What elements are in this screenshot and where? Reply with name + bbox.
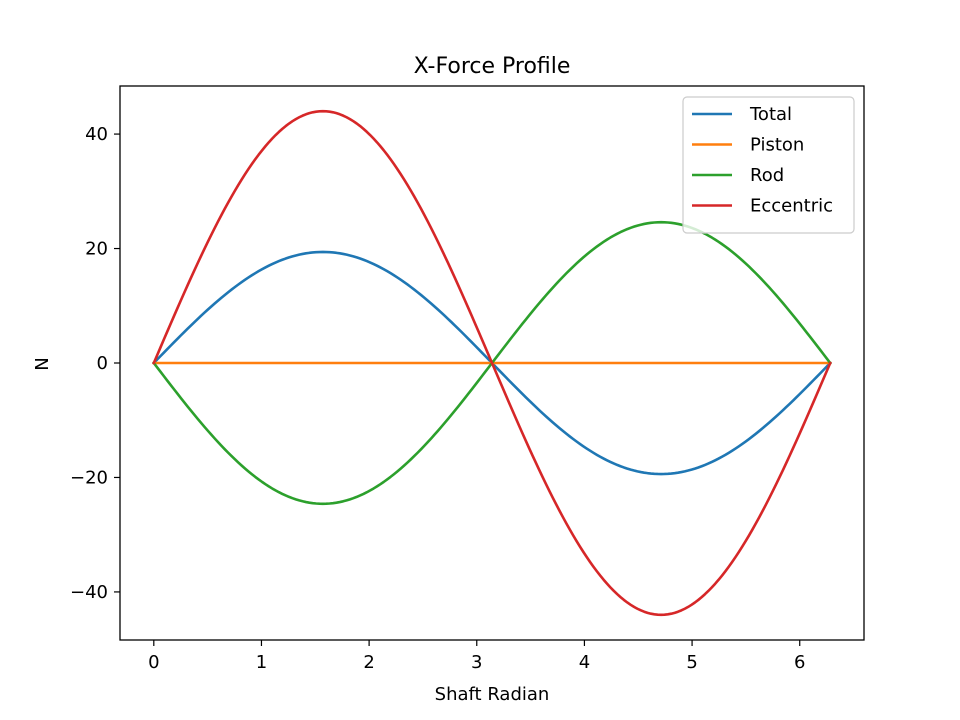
legend-label-piston: Piston <box>750 135 804 156</box>
x-axis-label: Shaft Radian <box>435 684 550 705</box>
y-tick-label: 40 <box>85 124 108 145</box>
y-tick-label: −20 <box>70 467 108 488</box>
x-tick-label: 3 <box>471 652 482 673</box>
y-tick-label: 0 <box>97 353 108 374</box>
legend-label-rod: Rod <box>750 165 784 186</box>
x-tick-label: 2 <box>363 652 374 673</box>
y-axis-label: N <box>32 357 53 370</box>
y-tick-label: −40 <box>70 582 108 603</box>
x-axis: 0 1 2 3 4 5 6 <box>148 640 805 673</box>
legend-label-eccentric: Eccentric <box>750 196 833 217</box>
legend-box <box>682 96 855 234</box>
x-tick-label: 1 <box>256 652 267 673</box>
x-tick-label: 4 <box>579 652 590 673</box>
y-axis: −40 −20 0 20 40 <box>70 124 120 603</box>
chart-title: X-Force Profile <box>414 54 571 79</box>
series-line-eccentric <box>152 109 832 617</box>
series-group <box>151 109 833 617</box>
x-tick-label: 5 <box>686 652 697 673</box>
legend: Total Piston Rod Eccentric <box>682 96 855 234</box>
legend-label-total: Total <box>749 104 792 125</box>
y-tick-label: 20 <box>85 239 108 260</box>
x-tick-label: 6 <box>794 652 805 673</box>
x-tick-label: 0 <box>148 652 159 673</box>
